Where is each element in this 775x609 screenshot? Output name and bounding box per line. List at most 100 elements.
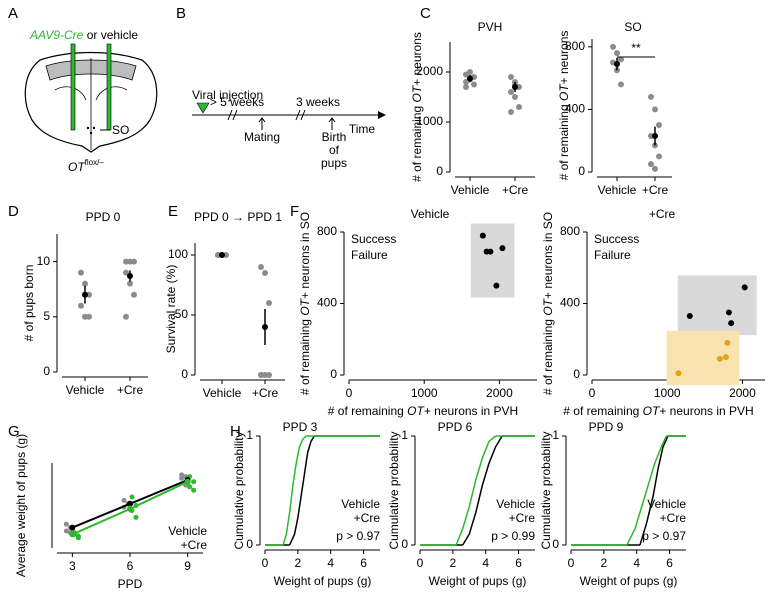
x-axis-label-part: # of remaining [563,404,642,418]
x-tick-label: 2000 [729,386,756,400]
x-tick-label: 0 [262,556,269,570]
significance-label: ** [631,41,641,55]
y-axis-label: # of remaining OT+ neurons in SO [298,212,312,395]
data-point [121,497,127,503]
x-axis-label: # of remaining OT+ neurons in PVH [563,404,753,418]
y-axis-label-part: OT [410,84,424,102]
y-axis-label: Average weight of pups (g) [14,434,28,577]
legend-label: Vehicle [341,497,380,511]
data-point [78,302,84,309]
data-point [179,475,185,481]
mean-point [69,531,76,538]
y-tick-label: 0 [246,537,253,551]
chart-title: PPD 3 [283,420,318,434]
panel-label: E [168,203,178,220]
y-axis-label-part: OT [541,297,555,315]
mean-point [127,272,133,279]
data-point [78,269,84,276]
y-tick-label: 0 [181,367,188,381]
timeline-label: Birth of pups [321,130,347,170]
x-tick-label: 2 [601,556,608,570]
timeline-label: Time [349,122,376,136]
x-tick-label: 0 [589,386,596,400]
y-axis-label-part: # of remaining [557,101,571,180]
cdf-line [288,435,315,546]
y-axis-label: # of remaining OT+ neurons [410,32,424,182]
legend-label: +Cre [181,538,208,552]
data-point [471,81,477,88]
x-tick-label: 2 [450,556,457,570]
timeline-label: Mating [244,130,280,144]
injection-marker [196,102,210,114]
y-tick-label: 800 [560,224,580,238]
x-tick-label: 3 [69,559,76,573]
injection-label: AAV9-Cre or vehicle [29,28,138,42]
x-tick-label: 1000 [654,386,681,400]
cdf-line [639,435,669,546]
data-point [123,313,129,320]
p-value: p > 0.97 [336,529,380,543]
so-dot [92,126,96,130]
data-point [127,280,133,287]
x-axis-label: # of remaining OT+ neurons in PVH [328,404,518,418]
mean-point [652,133,658,140]
x-axis-label: Weight of pups (g) [274,574,372,588]
timeline-label: > 5 weeks [210,95,264,109]
mean-point [82,291,88,298]
x-tick-label: +Cre [117,383,144,397]
x-tick-label: 4 [482,556,489,570]
x-axis-label-part: # of remaining [328,404,407,418]
panel-label: C [420,5,431,22]
x-tick-label: 2 [295,556,302,570]
data-point [508,89,514,95]
data-point [725,309,732,316]
y-axis-label: # of remaining OT+ neurons [557,31,571,181]
y-tick-label: 0 [43,364,50,378]
x-tick-label: 1000 [411,386,438,400]
genotype: OTflox/– [68,158,104,174]
x-tick-label: 6 [360,556,367,570]
data-point [133,514,139,520]
y-tick-label: 0 [330,367,337,381]
timeline-label: Viral injection [192,88,263,102]
genotype-name: OT [68,160,86,174]
data-point [82,280,88,287]
y-axis-label-part: # of remaining [298,316,312,395]
data-point [722,354,729,361]
y-axis-label-part: + neurons [557,31,571,85]
legend-label: Success [351,232,396,246]
injection-name: AAV9-Cre [29,28,84,42]
x-tick-label: 6 [127,559,134,573]
data-point [463,79,469,85]
legend-label: +Cre [354,511,381,525]
y-axis-label: Survival rate (%) [164,265,178,354]
x-tick-label: Vehicle [451,183,490,197]
mean-point [127,505,133,512]
chart-title: PPD 0 [86,210,121,224]
data-point [508,109,514,115]
data-point [129,494,135,500]
cdf-line [282,435,307,546]
data-point [86,313,92,320]
x-axis-label: PPD [118,577,143,591]
x-tick-label: Vehicle [203,386,242,400]
so-dot [86,126,90,130]
data-point [686,313,693,320]
x-tick-label: 4 [633,556,640,570]
timeline-word: pups [321,156,347,170]
cdf-line [455,435,497,546]
legend-label: Vehicle [496,497,535,511]
data-point [258,372,264,378]
injection-rest: or vehicle [83,28,138,42]
data-point [191,479,197,485]
mean-point [467,75,473,82]
panel-label: B [176,5,186,22]
data-point [618,56,624,63]
data-point [467,69,473,75]
data-point [463,84,469,90]
x-axis-label: Weight of pups (g) [580,574,678,588]
x-tick-label: 2000 [486,386,513,400]
region [677,275,757,336]
x-tick-label: 6 [666,556,673,570]
data-point [656,122,662,129]
